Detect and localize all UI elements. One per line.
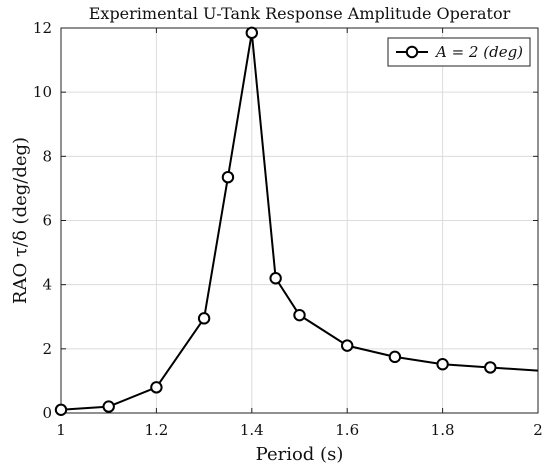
y-tick-label: 8: [42, 147, 52, 165]
grid-lines: [60, 27, 539, 414]
x-tick-label: 1.6: [335, 421, 359, 439]
y-tick-label: 12: [33, 19, 52, 37]
data-point-marker: [436, 358, 449, 371]
data-point-marker: [269, 272, 282, 285]
plot-frame: [60, 27, 539, 414]
y-tick-label: 4: [42, 276, 52, 294]
data-point-marker: [54, 403, 68, 416]
y-tick-label: 0: [42, 404, 52, 422]
data-point-marker: [102, 400, 115, 413]
legend-label: A = 2 (deg): [434, 43, 523, 61]
data-point-marker: [293, 308, 306, 322]
y-tick-label: 6: [42, 212, 52, 230]
x-tick-label: 1.2: [144, 421, 168, 439]
y-tick-label: 10: [33, 83, 52, 101]
y-axis-title: RAO τ/δ (deg/deg): [10, 137, 31, 304]
y-tick-label: 2: [42, 340, 52, 358]
x-tick-label: 1: [56, 421, 66, 439]
data-point-marker: [484, 361, 497, 374]
chart-title: Experimental U-Tank Response Amplitude O…: [89, 4, 511, 23]
y-axis-title-group: RAO τ/δ (deg/deg): [10, 137, 31, 304]
x-tick-label: 1.8: [431, 421, 455, 439]
x-tick-label: 2: [533, 421, 543, 439]
data-point-marker: [388, 350, 402, 364]
data-point-marker: [341, 339, 354, 352]
data-point-marker: [197, 312, 211, 325]
legend-marker-sample: [405, 45, 419, 59]
data-point-marker: [150, 381, 163, 394]
axes: 1 1.2 1.4 1.6 1.8 2 0 2 4 6 8 10 12: [33, 19, 543, 439]
series-line: [60, 31, 539, 411]
legend: A = 2 (deg): [387, 37, 531, 67]
data-point-marker: [221, 170, 235, 184]
data-point-marker: [245, 26, 259, 40]
x-axis-title: Period (s): [256, 444, 344, 465]
x-tick-label: 1.4: [240, 421, 264, 439]
series-group: [54, 26, 539, 416]
